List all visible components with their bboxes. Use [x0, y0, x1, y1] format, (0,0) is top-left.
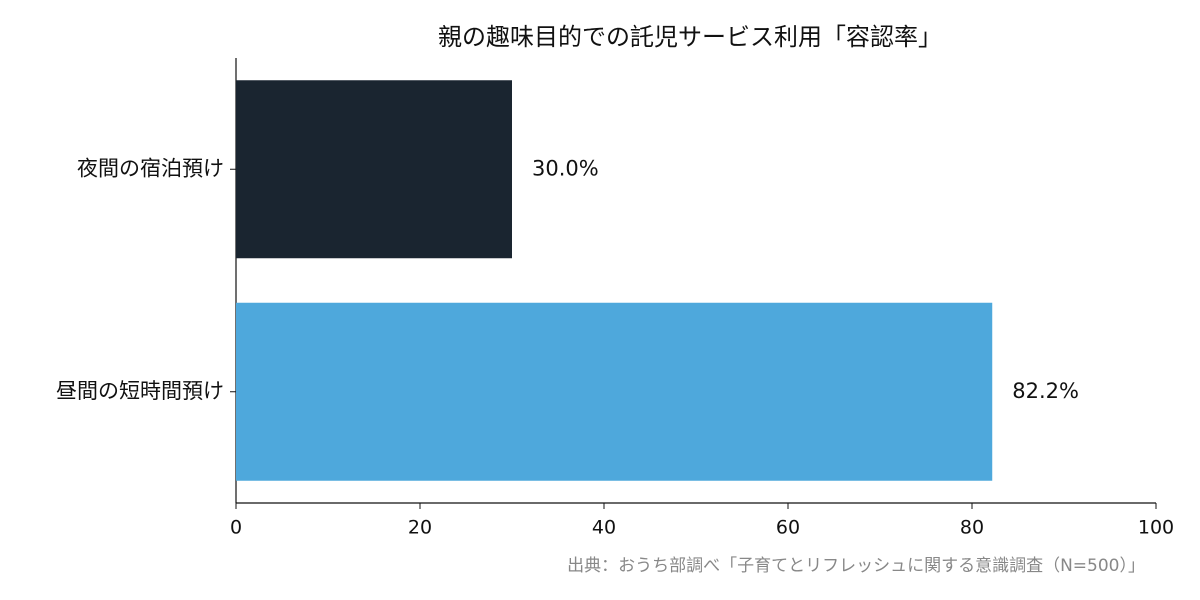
value-label: 30.0%	[532, 156, 599, 180]
bar	[236, 302, 993, 481]
x-tick-label: 0	[230, 517, 242, 539]
y-tick-label: 昼間の短時間預け	[56, 379, 224, 403]
source-note: 出典：おうち部調べ「子育てとリフレッシュに関する意識調査（N=500）」	[567, 556, 1145, 576]
bar	[236, 80, 512, 259]
x-tick-label: 60	[776, 517, 800, 539]
x-tick-label: 40	[592, 517, 616, 539]
x-tick-label: 100	[1138, 517, 1174, 539]
value-label: 82.2%	[1012, 379, 1079, 403]
y-tick-label: 夜間の宿泊預け	[77, 156, 224, 180]
x-tick-label: 80	[960, 517, 984, 539]
chart-title: 親の趣味目的での託児サービス利用「容認率」	[438, 23, 942, 51]
x-tick-label: 20	[408, 517, 432, 539]
